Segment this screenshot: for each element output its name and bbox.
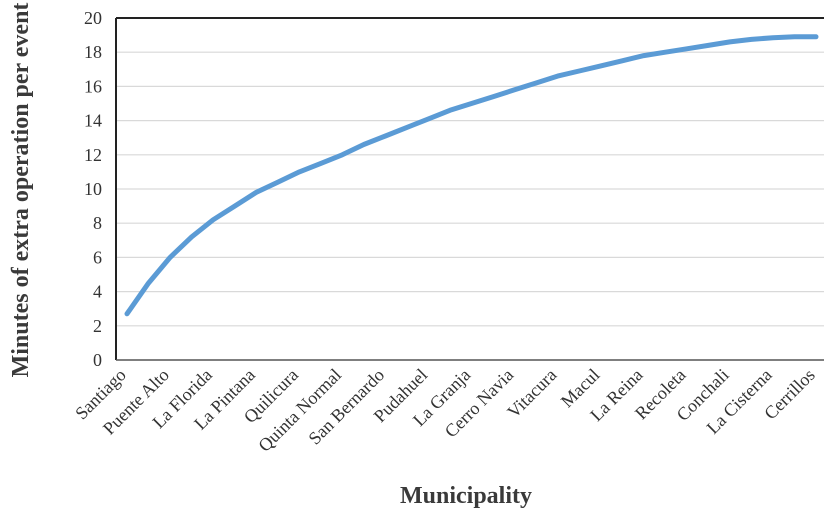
y-tick-label: 16 — [84, 76, 102, 96]
series-line-group — [124, 34, 819, 317]
series-line — [124, 34, 819, 317]
y-tick-label: 6 — [93, 247, 102, 267]
y-tick-label: 0 — [93, 350, 102, 370]
y-tick-label: 18 — [84, 42, 102, 62]
x-tick-label: Vitacura — [503, 365, 560, 422]
y-tick-label: 2 — [93, 316, 102, 336]
y-tick-label: 14 — [84, 111, 102, 131]
y-tick-label: 10 — [84, 179, 102, 199]
y-tick-label: 8 — [93, 213, 102, 233]
y-tick-label: 20 — [84, 8, 102, 28]
y-tick-label: 4 — [93, 282, 102, 302]
x-axis-title: Municipality — [400, 483, 532, 509]
gridlines — [116, 17, 824, 327]
y-tick-labels: 0 2 4 6 8 10 12 14 16 18 20 — [84, 8, 102, 370]
y-axis-title: Minutes of extra operation per event — [8, 3, 34, 378]
axes — [115, 18, 824, 361]
y-tick-label: 12 — [84, 145, 102, 165]
